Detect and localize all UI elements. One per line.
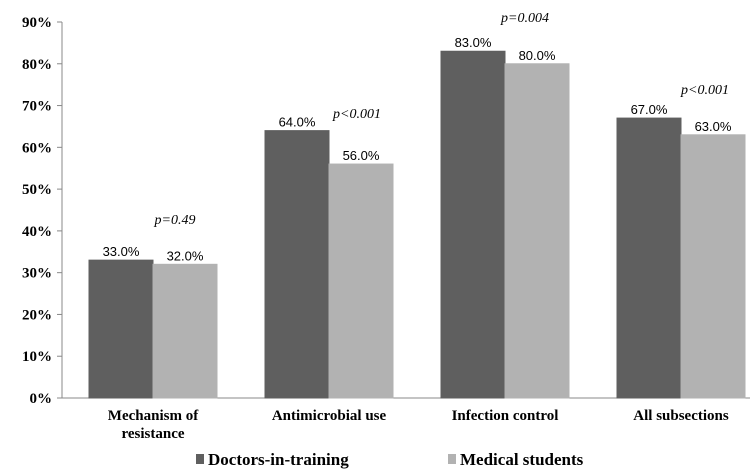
x-category-label: Antimicrobial use [272, 408, 387, 424]
bar-doctors-0 [88, 259, 154, 399]
x-category-label: resistance [121, 426, 184, 442]
y-tick-label: 20% [22, 307, 52, 323]
bar-students-0 [152, 263, 218, 399]
legend-swatch-doctors [196, 454, 204, 464]
y-tick-label: 70% [22, 99, 52, 115]
legend-label-doctors: Doctors-in-training [208, 450, 349, 469]
legend-label-students: Medical students [460, 450, 584, 469]
y-tick-label: 10% [22, 349, 52, 365]
bar-doctors-2 [440, 50, 506, 399]
p-value-label: p<0.001 [680, 83, 729, 98]
x-category-label: Mechanism of [108, 408, 199, 424]
data-label: 67.0% [631, 102, 668, 117]
y-tick-label: 50% [22, 182, 52, 198]
p-value-label: p=0.49 [154, 213, 196, 228]
data-label: 83.0% [455, 35, 492, 50]
y-tick-label: 0% [30, 391, 53, 407]
bar-doctors-3 [616, 117, 682, 399]
x-category-label: All subsections [633, 408, 729, 424]
bar-students-3 [680, 134, 746, 399]
bar-doctors-1 [264, 130, 330, 399]
y-tick-label: 80% [22, 57, 52, 73]
y-tick-label: 40% [22, 224, 52, 240]
p-value-label: p<0.001 [332, 107, 381, 122]
p-value-label: p=0.004 [500, 11, 549, 26]
legend-swatch-students [448, 454, 456, 464]
data-label: 33.0% [103, 244, 140, 259]
y-tick-label: 60% [22, 140, 52, 156]
bar-students-2 [504, 63, 570, 399]
bar-students-1 [328, 163, 394, 399]
y-tick-label: 90% [22, 15, 52, 31]
y-tick-label: 30% [22, 266, 52, 282]
data-label: 80.0% [519, 48, 556, 63]
data-label: 56.0% [343, 148, 380, 163]
data-label: 32.0% [167, 248, 204, 263]
x-category-label: Infection control [452, 408, 559, 424]
data-label: 63.0% [695, 119, 732, 134]
data-label: 64.0% [279, 115, 316, 130]
